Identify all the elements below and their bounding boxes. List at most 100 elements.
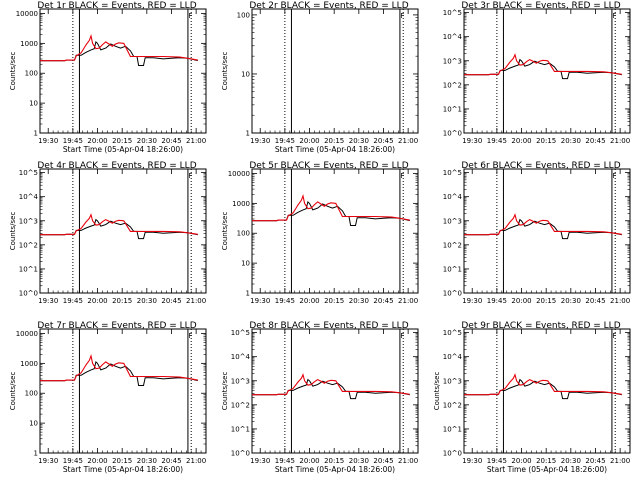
events-series-line xyxy=(40,40,198,66)
x-tick-label: 21:00 xyxy=(186,457,206,465)
flag-label: F xyxy=(612,12,616,20)
y-tick-label: 10^1 xyxy=(443,265,462,273)
x-tick-label: 20:15 xyxy=(112,297,132,305)
y-tick-label: 10^1 xyxy=(231,425,250,433)
y-axis-label: Counts/sec xyxy=(9,372,17,411)
x-tick-label: 20:00 xyxy=(299,297,319,305)
flag-label: F xyxy=(188,332,192,340)
y-axis-label: Counts/sec xyxy=(433,372,441,411)
x-tick-label: 19:30 xyxy=(462,137,482,145)
plot-frame xyxy=(463,168,631,294)
x-tick-label: 19:30 xyxy=(250,297,270,305)
y-tick-label: 10^4 xyxy=(443,353,463,361)
y-tick-label: 10^3 xyxy=(443,57,462,65)
panel-title: Det 1r BLACK = Events, RED = LLD xyxy=(37,1,196,11)
x-tick-label: 21:00 xyxy=(186,137,206,145)
x-tick-label: 19:30 xyxy=(250,457,270,465)
y-tick-label: 10^4 xyxy=(443,33,463,41)
x-axis-label: Start Time (05-Apr-04 18:26:00) xyxy=(63,145,183,154)
y-tick-label: 10^2 xyxy=(19,241,38,249)
x-tick-label: 20:00 xyxy=(87,137,107,145)
x-tick-label: 20:00 xyxy=(87,297,107,305)
x-tick-label: 21:00 xyxy=(610,297,630,305)
x-tick-label: 20:30 xyxy=(137,457,157,465)
panel-title: Det 5r BLACK = Events, RED = LLD xyxy=(249,161,408,171)
events-series-line xyxy=(40,218,198,240)
y-axis-label: Counts/sec xyxy=(221,212,229,251)
chart-panel-7: Det 7r BLACK = Events, RED = LLD 1 10 100 10… xyxy=(9,321,207,474)
y-tick-label: 1000 xyxy=(232,200,250,208)
x-tick-label: 19:45 xyxy=(63,137,83,145)
x-tick-label: 19:45 xyxy=(487,137,507,145)
flag-label: F xyxy=(400,172,404,180)
x-tick-label: 20:15 xyxy=(112,457,132,465)
x-tick-label: 20:00 xyxy=(87,457,107,465)
chart-panel-6: Det 6r BLACK = Events, RED = LLD 10^0 10^1… xyxy=(443,161,631,305)
y-tick-label: 10^5 xyxy=(443,169,462,177)
plot-frame xyxy=(463,328,631,454)
y-tick-label: 10 xyxy=(241,260,250,268)
x-tick-label: 19:30 xyxy=(462,297,482,305)
y-tick-label: 10 xyxy=(29,100,38,108)
y-tick-label: 100 xyxy=(25,390,38,398)
events-series-line xyxy=(252,200,410,226)
plot-frame xyxy=(251,168,419,294)
plot-frame xyxy=(39,8,207,134)
x-tick-label: 20:30 xyxy=(349,137,369,145)
x-tick-label: 20:45 xyxy=(585,137,605,145)
x-axis-label: Start Time (05-Apr-04 18:26:00) xyxy=(63,465,183,474)
x-tick-label: 21:00 xyxy=(398,297,418,305)
y-tick-label: 10^5 xyxy=(443,9,462,17)
flag-label: F xyxy=(188,172,192,180)
x-tick-label: 20:30 xyxy=(561,457,581,465)
panel-title: Det 7r BLACK = Events, RED = LLD xyxy=(37,321,196,331)
x-tick-label: 21:00 xyxy=(610,457,630,465)
y-tick-label: 10^0 xyxy=(443,290,462,298)
flag-label: F xyxy=(400,332,404,340)
x-axis-label: Start Time (05-Apr-04 18:26:00) xyxy=(487,465,607,474)
chart-panel-5: Det 5r BLACK = Events, RED = LLD 1 10 100 10… xyxy=(221,161,419,305)
y-tick-label: 1 xyxy=(246,290,250,298)
chart-panel-4: Det 4r BLACK = Events, RED = LLD 10^0 10^1… xyxy=(9,161,207,305)
x-tick-label: 20:45 xyxy=(373,297,393,305)
x-tick-label: 20:45 xyxy=(161,297,181,305)
x-tick-label: 21:00 xyxy=(398,137,418,145)
x-tick-label: 20:30 xyxy=(349,457,369,465)
panel-title: Det 6r BLACK = Events, RED = LLD xyxy=(461,161,620,171)
x-tick-label: 20:45 xyxy=(161,137,181,145)
y-tick-label: 10^0 xyxy=(231,450,250,458)
y-tick-label: 100 xyxy=(237,11,250,19)
y-tick-label: 10000 xyxy=(228,170,250,178)
y-axis-label: Counts/sec xyxy=(221,52,229,91)
panel-title: Det 3r BLACK = Events, RED = LLD xyxy=(461,1,620,11)
flag-label: F xyxy=(400,12,404,20)
flag-label: F xyxy=(612,332,616,340)
x-axis-label: Start Time (05-Apr-04 18:26:00) xyxy=(275,145,395,154)
y-tick-label: 1 xyxy=(34,130,38,138)
y-tick-label: 100 xyxy=(237,230,250,238)
x-tick-label: 19:45 xyxy=(487,457,507,465)
y-tick-label: 10^5 xyxy=(231,329,250,337)
chart-panel-9: Det 9r BLACK = Events, RED = LLD 10^0 10^1… xyxy=(433,321,631,474)
y-tick-label: 10^0 xyxy=(19,290,38,298)
panel-title: Det 9r BLACK = Events, RED = LLD xyxy=(461,321,620,331)
chart-panel-8: Det 8r BLACK = Events, RED = LLD 10^0 10^1… xyxy=(221,321,419,474)
plot-frame xyxy=(251,328,419,454)
y-tick-label: 10^4 xyxy=(19,193,39,201)
events-series-line xyxy=(40,360,198,386)
x-tick-label: 20:00 xyxy=(299,137,319,145)
x-axis-label: Start Time (05-Apr-04 18:26:00) xyxy=(275,465,395,474)
x-tick-label: 19:45 xyxy=(487,297,507,305)
y-tick-label: 10 xyxy=(241,70,250,78)
events-series-line xyxy=(252,378,410,400)
x-tick-label: 19:30 xyxy=(250,137,270,145)
y-tick-label: 1000 xyxy=(20,40,38,48)
x-tick-label: 19:30 xyxy=(38,297,58,305)
y-tick-label: 10^1 xyxy=(443,425,462,433)
x-tick-label: 19:45 xyxy=(275,297,295,305)
x-tick-label: 20:00 xyxy=(511,137,531,145)
y-tick-label: 10^2 xyxy=(443,81,462,89)
x-tick-label: 19:45 xyxy=(275,137,295,145)
y-axis-label: Counts/sec xyxy=(9,212,17,251)
y-tick-label: 10^3 xyxy=(231,377,250,385)
